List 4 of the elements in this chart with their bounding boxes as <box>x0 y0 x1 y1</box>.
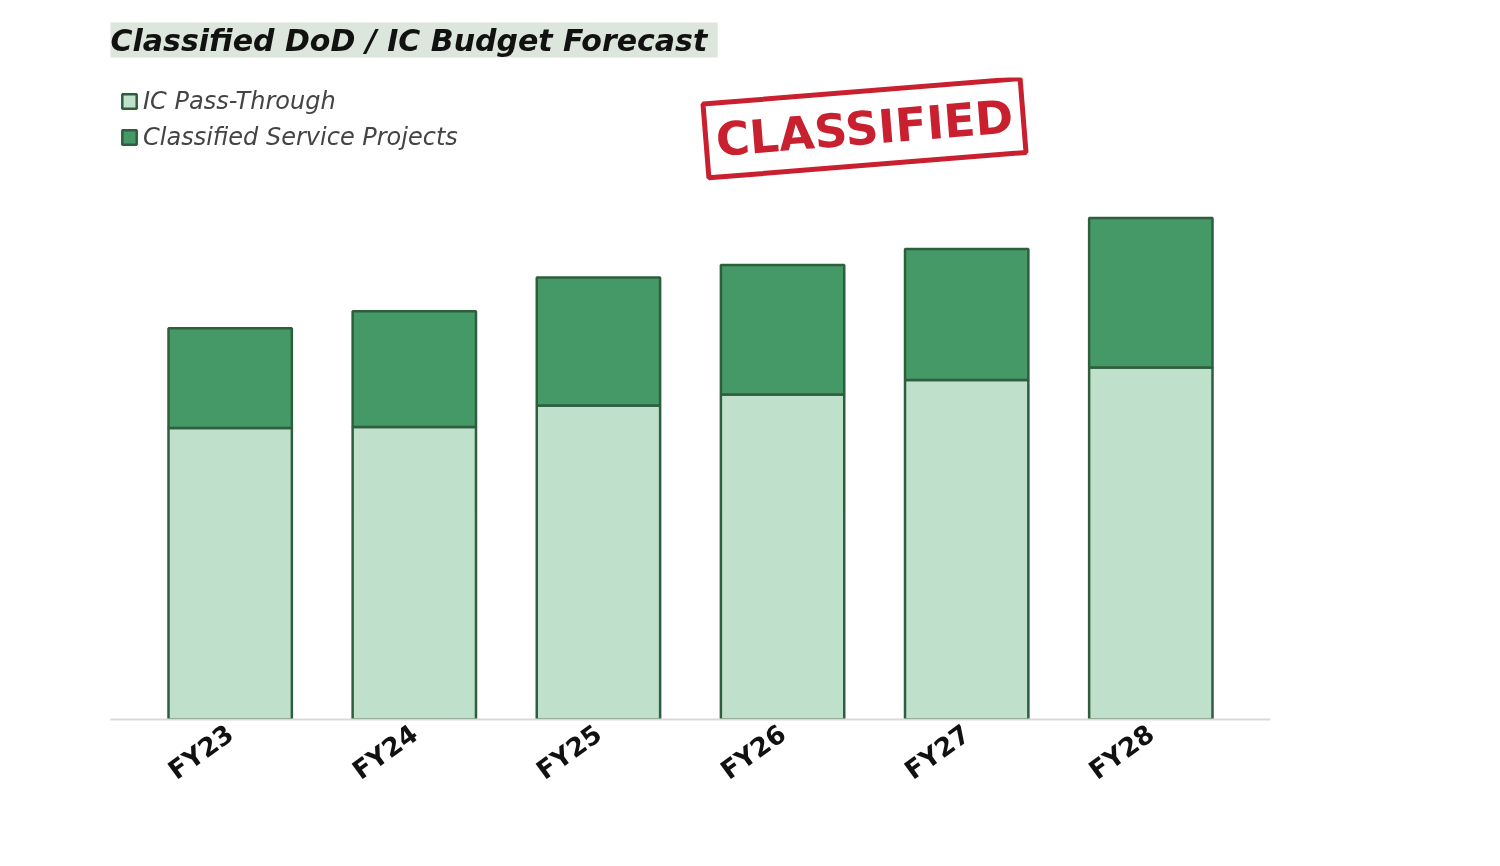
chart-title: Classified DoD / IC Budget Forecast <box>110 22 709 58</box>
legend-label: Classified Service Projects <box>143 123 458 151</box>
legend-label: IC Pass-Through <box>143 87 336 115</box>
text: CLASSIFIED <box>713 89 1016 168</box>
